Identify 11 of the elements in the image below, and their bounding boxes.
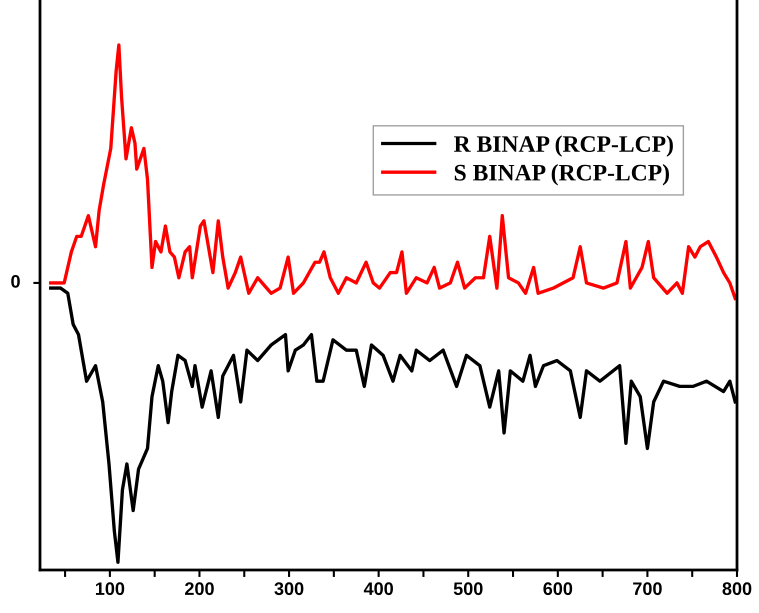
x-tick-label: 700	[633, 582, 662, 596]
legend-label: R BINAP (RCP-LCP)	[454, 135, 673, 157]
x-tick-label: 500	[454, 582, 483, 596]
legend-label: S BINAP (RCP-LCP)	[454, 164, 669, 186]
text: 0	[11, 274, 20, 288]
x-tick-label: 400	[364, 582, 393, 596]
x-tick-label: 800	[722, 582, 752, 596]
x-tick-label: 200	[185, 582, 214, 596]
x-tick-label: 100	[96, 582, 124, 596]
x-tick-label: 600	[543, 582, 572, 596]
x-tick-label: 300	[274, 582, 304, 596]
